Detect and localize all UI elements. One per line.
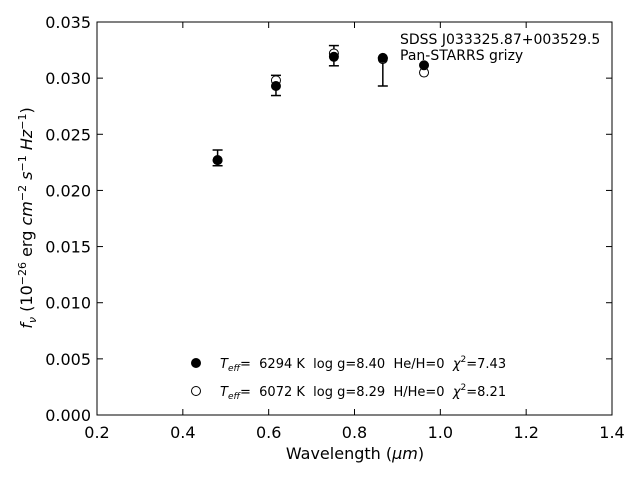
y-tick-label: 0.010: [45, 294, 91, 313]
model-point-filled: [328, 51, 339, 62]
x-axis-title: Wavelength (μm): [286, 444, 424, 463]
data-points: [212, 48, 430, 166]
legend-marker-open: [191, 386, 201, 396]
legend: Teff= 6294 K log g=8.40 He/H=0 χ2=7.43 T…: [191, 355, 506, 402]
model-point-filled: [212, 155, 223, 166]
legend-marker-filled: [191, 358, 201, 368]
annotation-object-name: SDSS J033325.87+003529.5: [400, 32, 600, 48]
y-tick-label: 0.025: [45, 125, 91, 144]
observed-errorbars: [212, 44, 388, 167]
x-tick-label: 1.0: [428, 423, 453, 442]
x-tick-label: 0.4: [170, 423, 195, 442]
y-tick-label: 0.030: [45, 69, 91, 88]
axis-ticks: [96, 21, 613, 416]
legend-label-filled: Teff= 6294 K log g=8.40 He/H=0 χ2=7.43: [220, 355, 506, 374]
x-tick-label: 1.2: [513, 423, 538, 442]
y-tick-label: 0.035: [45, 13, 91, 32]
model-point-filled: [419, 60, 430, 71]
y-axis-title: fν (10−26 erg cm−2 s−1 Hz−1): [16, 107, 39, 328]
model-point-filled: [270, 81, 281, 92]
y-tick-label: 0.000: [45, 406, 91, 425]
y-tick-label: 0.020: [45, 181, 91, 200]
y-tick-label: 0.015: [45, 238, 91, 257]
x-tick-label: 0.6: [256, 423, 281, 442]
axis-tick-labels: 0.2 0.4 0.6 0.8 1.0 1.2 1.4 0.000 0.005 0.010 0.01…: [45, 13, 625, 442]
legend-label-open: Teff= 6072 K log g=8.29 H/He=0 χ2=8.21: [220, 383, 506, 402]
x-tick-label: 0.2: [84, 423, 109, 442]
annotation-survey-name: Pan-STARRS grizy: [400, 48, 523, 64]
x-tick-label: 1.4: [599, 423, 624, 442]
model-point-filled: [377, 52, 388, 63]
y-tick-label: 0.005: [45, 350, 91, 369]
x-tick-label: 0.8: [342, 423, 367, 442]
